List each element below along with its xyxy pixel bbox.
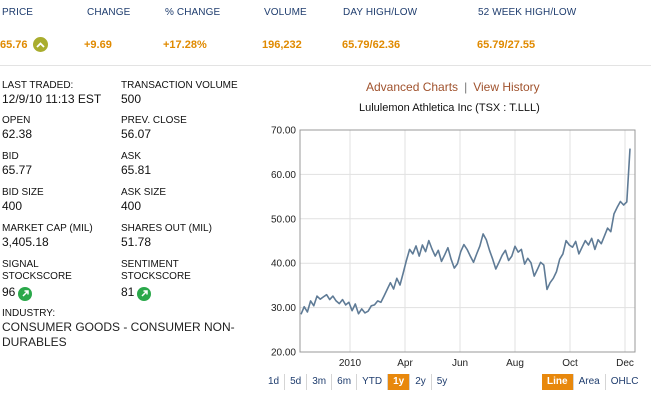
prev-close: PREV. CLOSE 56.07 (121, 115, 187, 141)
x-axis-ticks: 2010 Apr Jun Aug Oct Dec (339, 358, 634, 369)
bid-label: BID (2, 151, 19, 162)
y-tick-label: 60.00 (271, 170, 296, 181)
range-button-5d[interactable]: 5d (285, 374, 308, 390)
advanced-charts-link[interactable]: Advanced Charts (366, 80, 459, 94)
volume-label: VOLUME (264, 7, 307, 18)
view-history-link[interactable]: View History (473, 80, 540, 94)
prev-close-label: PREV. CLOSE (121, 115, 187, 126)
industry-label: INDUSTRY: (2, 308, 56, 319)
open: OPEN 62.38 (2, 115, 32, 141)
range-button-1y[interactable]: 1y (388, 374, 411, 390)
prev-close-value: 56.07 (121, 127, 152, 141)
price-value: 65.76 (0, 39, 28, 51)
y-tick-label: 70.00 (271, 126, 296, 137)
sentiment-stockscore-label: STOCKSCORE (121, 271, 191, 282)
range-selector: 1d 5d 3m 6m YTD 1y 2y 5y (263, 374, 452, 390)
bid-size-value: 400 (2, 199, 23, 213)
week52-high-low-label: 52 WEEK HIGH/LOW (478, 7, 577, 18)
y-tick-label: 50.00 (271, 214, 296, 225)
chart-type-selector: Line Area OHLC (542, 374, 643, 390)
range-button-2y[interactable]: 2y (410, 374, 432, 390)
last-traded-label: LAST TRADED: (2, 80, 74, 91)
week52-high-low-value: 65.79/27.55 (477, 39, 536, 51)
bid-value: 65.77 (2, 163, 33, 177)
ask: ASK 65.81 (121, 151, 151, 177)
transaction-volume: TRANSACTION VOLUME 500 (121, 80, 238, 106)
link-separator: | (464, 80, 468, 94)
day-high-low-label: DAY HIGH/LOW (343, 7, 418, 18)
x-tick-label: Aug (506, 358, 524, 369)
change-label: CHANGE (87, 7, 131, 18)
pct-change-label: % CHANGE (165, 7, 221, 18)
y-axis-ticks: 20.00 30.00 40.00 50.00 60.00 70.00 (271, 126, 296, 359)
range-button-6m[interactable]: 6m (332, 374, 358, 390)
price-chart: 20.00 30.00 40.00 50.00 60.00 70.00 2010 Apr Ju… (271, 126, 636, 369)
bid-size: BID SIZE 400 (2, 187, 44, 213)
range-button-ytd[interactable]: YTD (357, 374, 389, 390)
market-cap: MARKET CAP (MIL) 3,405.18 (2, 223, 93, 249)
industry-value: CONSUMER GOODS - CONSUMER NON-DURABLES (2, 320, 235, 349)
chevron-up-icon (33, 37, 48, 52)
range-button-3m[interactable]: 3m (307, 374, 333, 390)
market-cap-label: MARKET CAP (MIL) (2, 223, 93, 234)
range-button-1d[interactable]: 1d (263, 374, 286, 390)
ask-size-label: ASK SIZE (121, 187, 167, 198)
x-tick-label: Apr (397, 358, 413, 369)
signal-stockscore: SIGNAL STOCKSCORE 96 (2, 259, 72, 301)
chart-title: Lululemon Athletica Inc (TSX : T.LLL) (359, 102, 540, 114)
transaction-volume-label: TRANSACTION VOLUME (121, 80, 238, 91)
bid: BID 65.77 (2, 151, 32, 177)
pct-change-value: +17.28% (163, 39, 207, 51)
change-value: +9.69 (84, 39, 112, 51)
x-tick-label: Jun (452, 358, 468, 369)
y-tick-label: 40.00 (271, 259, 296, 270)
ask-value: 65.81 (121, 163, 152, 177)
header-divider (0, 65, 651, 66)
x-tick-label: Dec (616, 358, 634, 369)
shares-out-value: 51.78 (121, 235, 152, 249)
chart-type-button-area[interactable]: Area (574, 374, 606, 390)
price-label: PRICE (2, 7, 34, 18)
sentiment-score-value: 81 (121, 285, 135, 299)
chart-type-button-line[interactable]: Line (542, 374, 574, 390)
open-label: OPEN (2, 115, 31, 126)
arrow-up-right-icon[interactable] (137, 286, 152, 301)
range-button-5y[interactable]: 5y (436, 376, 448, 387)
market-cap-value: 3,405.18 (2, 235, 49, 249)
sentiment-stockscore: SENTIMENT STOCKSCORE 81 (121, 259, 191, 301)
arrow-up-right-icon[interactable] (18, 286, 33, 301)
ask-label: ASK (121, 151, 142, 162)
x-tick-label: 2010 (339, 358, 362, 369)
shares-out: SHARES OUT (MIL) 51.78 (121, 223, 212, 249)
last-traded: LAST TRADED: 12/9/10 11:13 EST (2, 80, 101, 106)
ask-size-value: 400 (121, 199, 142, 213)
x-tick-label: Oct (562, 358, 578, 369)
chart-links: Advanced Charts | View History (366, 80, 540, 94)
y-tick-label: 20.00 (271, 348, 296, 359)
signal-score-value: 96 (2, 285, 16, 299)
series-line (300, 148, 631, 315)
signal-stockscore-label: STOCKSCORE (2, 271, 72, 282)
bid-size-label: BID SIZE (2, 187, 44, 198)
industry: INDUSTRY: (2, 308, 55, 320)
last-traded-value: 12/9/10 11:13 EST (2, 92, 102, 106)
chart-type-button-ohlc[interactable]: OHLC (610, 376, 639, 387)
plot-frame (299, 129, 636, 353)
transaction-volume-value: 500 (121, 92, 142, 106)
y-tick-label: 30.00 (271, 303, 296, 314)
signal-label: SIGNAL (2, 259, 39, 270)
open-value: 62.38 (2, 127, 33, 141)
ask-size: ASK SIZE 400 (121, 187, 166, 213)
shares-out-label: SHARES OUT (MIL) (121, 223, 212, 234)
day-high-low-value: 65.79/62.36 (342, 39, 401, 51)
volume-value: 196,232 (262, 39, 302, 51)
sentiment-label: SENTIMENT (121, 259, 179, 270)
